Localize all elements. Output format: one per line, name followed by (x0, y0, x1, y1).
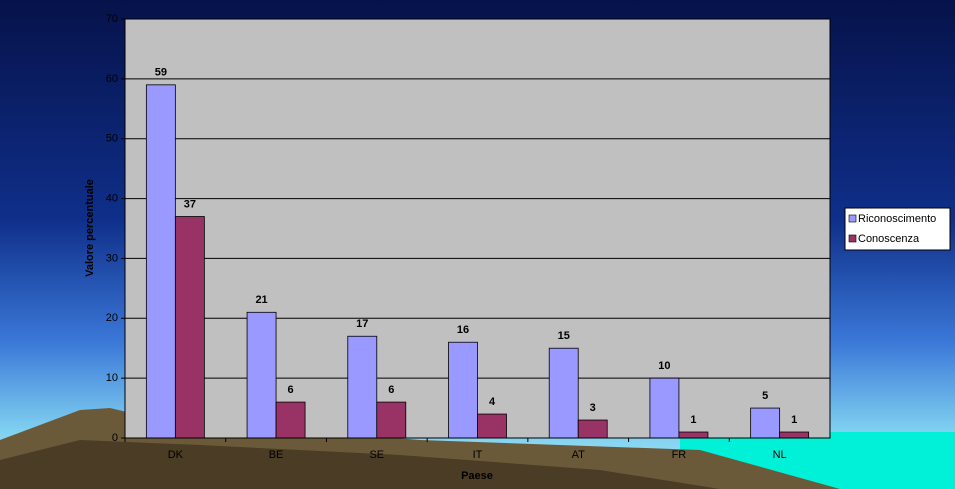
data-label: 6 (388, 384, 394, 396)
legend-label: Conoscenza (858, 233, 920, 245)
x-tick-label: FR (672, 449, 687, 461)
bar (477, 413, 507, 439)
y-tick-label: 10 (106, 372, 118, 384)
bar (779, 431, 810, 439)
legend-swatch (848, 234, 857, 243)
data-label: 10 (658, 360, 670, 372)
bar (376, 401, 407, 439)
x-tick-label: AT (572, 449, 586, 461)
y-tick-label: 60 (106, 73, 118, 85)
data-label: 17 (356, 318, 368, 330)
x-tick-label: DK (168, 449, 184, 461)
bar (548, 347, 579, 439)
data-label: 21 (255, 294, 267, 306)
data-label: 4 (489, 396, 496, 408)
bar (448, 341, 478, 439)
data-label: 37 (184, 198, 196, 210)
legend-label: Riconoscimento (858, 213, 936, 225)
y-tick-label: 20 (106, 312, 118, 324)
bar (275, 401, 306, 439)
y-tick-label: 40 (106, 192, 118, 204)
bar (577, 419, 608, 439)
legend-box (844, 207, 951, 251)
y-axis-label: Valore percentuale (84, 179, 96, 277)
y-tick-label: 70 (106, 13, 118, 25)
data-label: 6 (288, 384, 294, 396)
bar (145, 84, 176, 439)
data-label: 3 (590, 402, 596, 414)
data-label: 59 (155, 67, 167, 79)
land-shadow (0, 440, 720, 489)
x-tick-label: BE (269, 449, 284, 461)
x-tick-label: NL (773, 449, 787, 461)
y-tick-label: 50 (106, 133, 118, 145)
data-label: 15 (558, 330, 570, 342)
bar (347, 335, 378, 439)
chart-layer: 010203040506070DK5937BE216SE176IT164AT15… (106, 13, 951, 461)
bar (678, 431, 709, 439)
data-label: 16 (457, 324, 469, 336)
bar (246, 311, 277, 439)
bar (750, 407, 781, 439)
x-axis-label: Paese (461, 470, 493, 482)
x-tick-label: IT (473, 449, 483, 461)
data-label: 5 (762, 390, 768, 402)
y-tick-label: 30 (106, 252, 118, 264)
bar (649, 377, 680, 439)
y-tick-label: 0 (112, 432, 118, 444)
data-label: 1 (690, 414, 696, 426)
bar (174, 216, 205, 439)
legend-swatch (848, 214, 857, 223)
x-tick-label: SE (369, 449, 384, 461)
data-label: 1 (791, 414, 797, 426)
